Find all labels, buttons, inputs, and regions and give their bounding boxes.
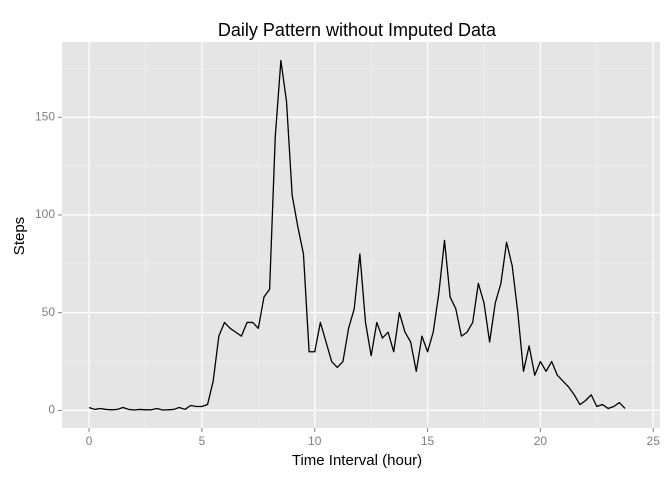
y-tick-label: 150	[35, 109, 55, 123]
x-tick-label: 20	[534, 434, 548, 448]
plot-panel	[62, 42, 660, 428]
x-tick-label: 5	[199, 434, 206, 448]
data-line	[88, 59, 626, 411]
x-tick-label: 25	[647, 434, 661, 448]
y-tick-label: 50	[42, 305, 56, 319]
y-tick-label: 0	[48, 403, 55, 417]
x-tick-label: 15	[421, 434, 435, 448]
y-axis-label: Steps	[11, 217, 28, 255]
y-tick-label: 100	[35, 207, 55, 221]
x-axis-label: Time Interval (hour)	[292, 452, 422, 469]
x-tick-label: 0	[86, 434, 93, 448]
chart-title: Daily Pattern without Imputed Data	[218, 20, 497, 40]
x-tick-label: 10	[308, 434, 322, 448]
